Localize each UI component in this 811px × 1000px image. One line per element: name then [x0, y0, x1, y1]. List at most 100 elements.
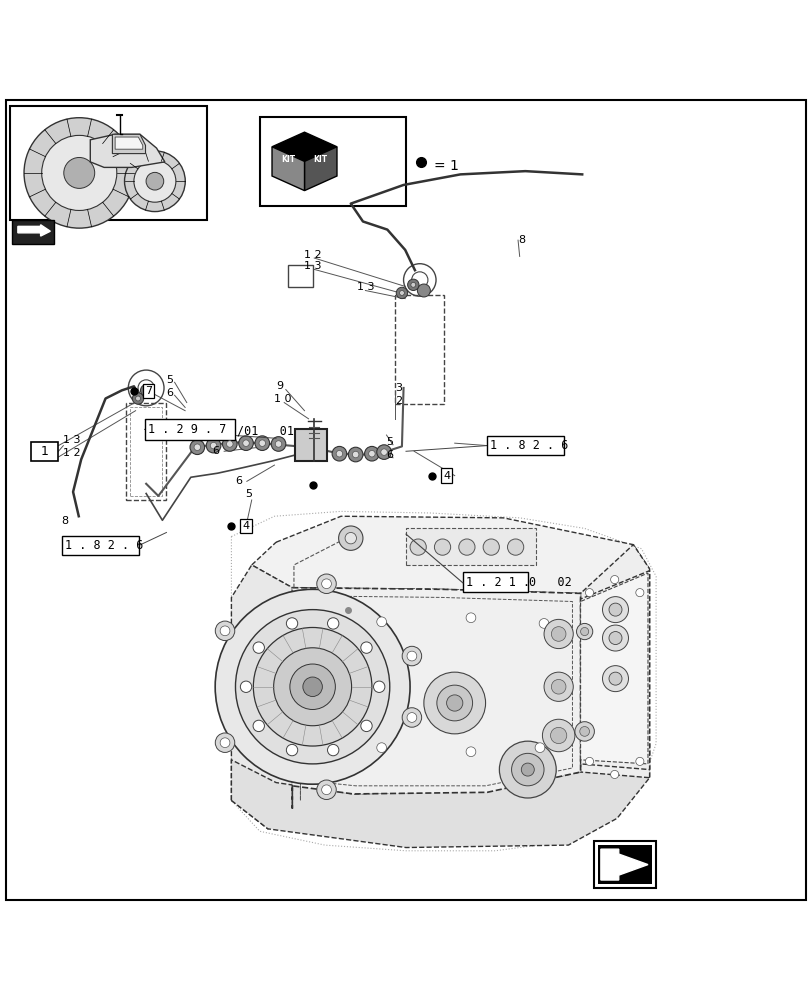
Polygon shape [231, 744, 649, 848]
Bar [406, 528, 535, 565]
Circle shape [401, 708, 421, 727]
Circle shape [316, 780, 336, 800]
Bar [126, 403, 166, 500]
Circle shape [499, 741, 556, 798]
Circle shape [407, 279, 418, 291]
Circle shape [602, 666, 628, 692]
Circle shape [550, 727, 566, 744]
Bar [594, 841, 655, 888]
Circle shape [543, 619, 573, 649]
Circle shape [360, 642, 371, 653]
Circle shape [373, 681, 384, 692]
Circle shape [635, 589, 643, 597]
Circle shape [580, 627, 588, 636]
Text: 5: 5 [245, 489, 252, 499]
Circle shape [271, 437, 285, 451]
Circle shape [24, 118, 135, 228]
Circle shape [458, 539, 474, 555]
Circle shape [608, 603, 621, 616]
Circle shape [521, 763, 534, 776]
Polygon shape [304, 147, 337, 191]
Circle shape [579, 727, 589, 736]
Circle shape [352, 451, 358, 458]
Circle shape [585, 589, 593, 597]
Circle shape [406, 651, 416, 661]
Circle shape [222, 437, 237, 451]
Bar [144, 419, 235, 440]
Text: 6: 6 [166, 388, 174, 398]
Text: 1 3: 1 3 [357, 282, 375, 292]
Text: KIT: KIT [281, 155, 295, 164]
Circle shape [610, 770, 618, 779]
Circle shape [466, 613, 475, 623]
Circle shape [360, 720, 371, 732]
Circle shape [423, 672, 485, 734]
Polygon shape [90, 134, 165, 167]
Bar [10, 106, 207, 220]
Circle shape [368, 450, 375, 457]
Circle shape [364, 446, 379, 461]
Circle shape [124, 151, 185, 212]
Circle shape [253, 642, 264, 653]
Circle shape [507, 539, 523, 555]
Text: 9: 9 [276, 381, 283, 391]
Circle shape [235, 610, 389, 764]
Circle shape [259, 440, 265, 446]
Bar [294, 429, 327, 461]
Bar [598, 845, 651, 884]
Text: = 1: = 1 [434, 159, 459, 173]
Circle shape [332, 446, 346, 461]
Circle shape [574, 722, 594, 741]
Text: 1 2: 1 2 [304, 250, 322, 260]
Circle shape [253, 720, 264, 732]
Circle shape [190, 440, 204, 455]
Bar [31, 442, 58, 461]
Circle shape [134, 160, 176, 202]
Circle shape [336, 450, 342, 457]
Text: /01   01: /01 01 [237, 424, 294, 437]
Bar [130, 407, 162, 496]
Text: 1 3: 1 3 [304, 261, 322, 271]
Circle shape [539, 619, 548, 628]
Circle shape [220, 738, 230, 748]
Polygon shape [600, 849, 647, 880]
Circle shape [135, 396, 140, 401]
Circle shape [238, 436, 253, 450]
Circle shape [273, 648, 351, 726]
Circle shape [436, 685, 472, 721]
Text: 5: 5 [166, 375, 174, 385]
Circle shape [220, 626, 230, 636]
Text: 1 . 8 2 . 6: 1 . 8 2 . 6 [65, 539, 144, 552]
Circle shape [64, 157, 95, 188]
Circle shape [376, 743, 386, 753]
Circle shape [242, 440, 249, 446]
Circle shape [146, 172, 164, 190]
Circle shape [286, 618, 298, 629]
Circle shape [410, 539, 426, 555]
Circle shape [275, 441, 281, 447]
Circle shape [206, 438, 221, 453]
Polygon shape [580, 545, 649, 778]
Text: 5: 5 [386, 437, 393, 447]
Text: 1 . 8 2 . 6: 1 . 8 2 . 6 [490, 439, 569, 452]
Circle shape [327, 744, 338, 756]
Text: 8: 8 [61, 516, 68, 526]
Text: 3: 3 [395, 383, 402, 393]
Circle shape [406, 713, 416, 722]
Circle shape [543, 672, 573, 701]
Bar [260, 117, 406, 206]
Circle shape [602, 625, 628, 651]
Circle shape [215, 733, 234, 752]
Circle shape [585, 757, 593, 765]
Bar [395, 295, 444, 404]
Circle shape [215, 621, 234, 641]
Circle shape [215, 589, 410, 784]
Circle shape [376, 617, 386, 627]
Polygon shape [18, 225, 50, 236]
Text: 6: 6 [212, 446, 220, 456]
Text: 1 . 2 9 . 7: 1 . 2 9 . 7 [148, 423, 226, 436]
Text: 1 . 2 1 .: 1 . 2 1 . [466, 576, 530, 589]
Circle shape [576, 623, 592, 640]
Bar [462, 572, 527, 592]
Bar [487, 436, 564, 455]
